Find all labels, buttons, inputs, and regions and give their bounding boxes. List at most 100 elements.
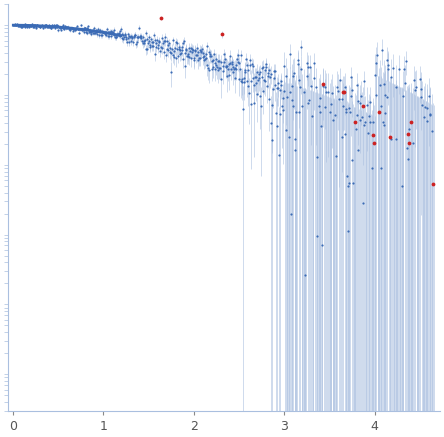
Point <box>157 15 164 22</box>
Point <box>230 65 238 72</box>
Point <box>137 32 144 39</box>
Point <box>341 84 349 91</box>
Point <box>288 83 295 90</box>
Point <box>250 99 258 106</box>
Point <box>28 23 35 30</box>
Point <box>54 27 61 34</box>
Point <box>76 29 83 36</box>
Point <box>143 35 151 42</box>
Point <box>261 76 268 83</box>
Point <box>248 101 255 108</box>
Point <box>120 33 127 40</box>
Point <box>312 83 319 90</box>
Point <box>343 173 350 180</box>
Point <box>40 23 48 30</box>
Point <box>266 73 274 80</box>
Point <box>141 39 148 46</box>
Point <box>384 66 391 73</box>
Point <box>88 27 95 34</box>
Point <box>315 103 322 110</box>
Point <box>366 118 373 125</box>
Point <box>84 29 91 36</box>
Point <box>29 22 36 29</box>
Point <box>224 66 231 73</box>
Point <box>163 45 170 52</box>
Point <box>51 23 58 30</box>
Point <box>171 45 178 52</box>
Point <box>275 85 282 92</box>
Point <box>159 34 166 41</box>
Point <box>190 55 198 62</box>
Point <box>163 51 170 58</box>
Point <box>64 24 71 31</box>
Point <box>80 28 87 35</box>
Point <box>37 23 44 30</box>
Point <box>59 23 66 30</box>
Point <box>112 34 119 41</box>
Point <box>193 51 200 58</box>
Point <box>34 22 41 29</box>
Point <box>237 52 244 59</box>
Point <box>220 59 227 66</box>
Point <box>42 21 49 28</box>
Point <box>129 39 136 46</box>
Point <box>54 21 61 28</box>
Point <box>208 57 215 64</box>
Point <box>111 31 118 38</box>
Point <box>297 66 305 73</box>
Point <box>51 24 58 31</box>
Point <box>234 55 241 62</box>
Point <box>30 21 37 28</box>
Point <box>66 25 73 32</box>
Point <box>73 22 80 29</box>
Point <box>382 110 389 117</box>
Point <box>199 54 206 61</box>
Point <box>127 33 134 40</box>
Point <box>52 21 59 28</box>
Point <box>91 24 98 31</box>
Point <box>140 38 147 45</box>
Point <box>267 70 274 77</box>
Point <box>277 111 284 118</box>
Point <box>20 21 27 28</box>
Point <box>93 31 100 38</box>
Point <box>408 118 415 125</box>
Point <box>90 29 97 36</box>
Point <box>85 23 92 30</box>
Point <box>185 53 192 60</box>
Point <box>333 83 340 90</box>
Point <box>370 118 377 125</box>
Point <box>290 70 297 77</box>
Point <box>387 135 394 142</box>
Point <box>183 53 190 60</box>
Point <box>353 81 360 88</box>
Point <box>191 47 198 54</box>
Point <box>204 43 211 50</box>
Point <box>345 104 352 111</box>
Point <box>412 83 420 90</box>
Point <box>81 25 88 32</box>
Point <box>298 103 305 110</box>
Point <box>173 55 180 62</box>
Point <box>246 90 253 97</box>
Point <box>340 89 347 96</box>
Point <box>79 26 87 33</box>
Point <box>323 89 330 96</box>
Point <box>331 111 338 118</box>
Point <box>164 37 171 44</box>
Point <box>71 27 79 34</box>
Point <box>360 103 367 110</box>
Point <box>122 33 129 40</box>
Point <box>183 47 190 54</box>
Point <box>67 24 75 31</box>
Point <box>52 23 59 30</box>
Point <box>55 23 62 30</box>
Point <box>292 108 299 115</box>
Point <box>286 50 293 57</box>
Point <box>49 23 56 30</box>
Point <box>84 26 91 33</box>
Point <box>168 50 175 57</box>
Point <box>349 87 356 94</box>
Point <box>278 81 285 88</box>
Point <box>284 94 291 101</box>
